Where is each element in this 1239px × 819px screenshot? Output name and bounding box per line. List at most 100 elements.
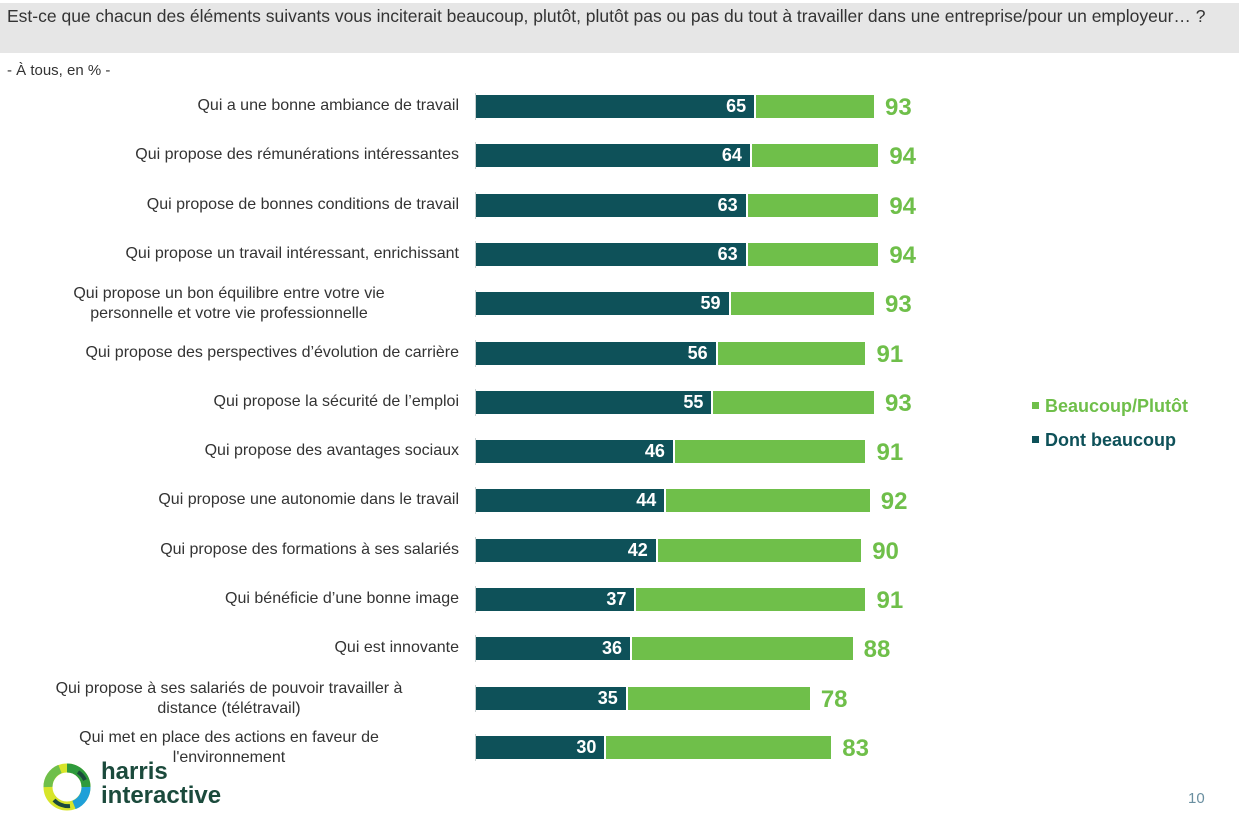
axis-line <box>475 389 476 416</box>
data-label-beaucoup-plutot: 83 <box>842 735 869 762</box>
bar-beaucoup-plutot <box>636 588 866 611</box>
data-label-dont-beaucoup: 63 <box>717 244 738 264</box>
category-label-line: Qui propose un travail intéressant, enri… <box>125 245 459 262</box>
bar-dont-beaucoup <box>476 292 729 315</box>
bar-beaucoup-plutot <box>717 342 866 365</box>
category-label-line: Qui propose des perspectives d’évolution… <box>85 344 459 361</box>
data-label-beaucoup-plutot: 78 <box>820 686 848 713</box>
bar-beaucoup-plutot <box>756 95 875 118</box>
data-label-dont-beaucoup: 63 <box>717 195 738 215</box>
data-label-dont-beaucoup: 59 <box>700 293 721 313</box>
category-label: Qui propose de bonnes conditions de trav… <box>0 195 459 215</box>
axis-line <box>475 142 476 169</box>
logo-line-1: harris <box>101 758 168 785</box>
bar-beaucoup-plutot <box>627 687 810 710</box>
category-label-line: Qui propose de bonnes conditions de trav… <box>146 196 459 213</box>
axis-line <box>475 635 476 662</box>
data-label-beaucoup-plutot: 93 <box>885 94 912 121</box>
category-label: Qui propose des formations à ses salarié… <box>0 540 459 560</box>
bar-dont-beaucoup <box>476 489 665 512</box>
legend-item-beaucoup-plutot: Beaucoup/Plutôt <box>1032 396 1188 417</box>
bar-dont-beaucoup <box>476 194 746 217</box>
axis-line <box>475 487 476 514</box>
bar-dont-beaucoup <box>476 687 626 710</box>
category-label-line: Qui a une bonne ambiance de travail <box>197 97 459 114</box>
bar-beaucoup-plutot <box>606 736 832 759</box>
data-label-beaucoup-plutot: 94 <box>889 193 917 220</box>
data-label-beaucoup-plutot: 93 <box>885 291 912 318</box>
legend-label: Beaucoup/Plutôt <box>1045 396 1188 416</box>
data-label-dont-beaucoup: 37 <box>606 589 627 609</box>
axis-line <box>475 241 476 268</box>
data-label-dont-beaucoup: 56 <box>687 343 708 363</box>
page-number: 10 <box>1188 790 1205 807</box>
data-label-dont-beaucoup: 65 <box>726 96 747 116</box>
axis-line <box>475 93 476 120</box>
axis-line <box>475 685 476 712</box>
data-label-dont-beaucoup: 42 <box>627 540 648 560</box>
bar-beaucoup-plutot <box>657 539 862 562</box>
data-label-dont-beaucoup: 46 <box>644 441 665 461</box>
axis-line <box>475 290 476 317</box>
bar-dont-beaucoup <box>476 588 635 611</box>
category-label: Qui propose un bon équilibre entre votre… <box>0 284 459 324</box>
data-label-dont-beaucoup: 44 <box>636 490 657 510</box>
bar-dont-beaucoup <box>476 391 712 414</box>
legend-swatch-dark <box>1032 435 1039 443</box>
category-label-line: Qui met en place des actions en faveur d… <box>79 729 379 746</box>
bar-dont-beaucoup <box>476 342 716 365</box>
bar-beaucoup-plutot <box>730 292 875 315</box>
axis-line <box>475 438 476 465</box>
data-label-dont-beaucoup: 30 <box>576 737 597 757</box>
axis-line <box>475 586 476 613</box>
category-label-line: Qui propose des formations à ses salarié… <box>160 541 459 558</box>
category-label: Qui est innovante <box>0 638 459 658</box>
bar-beaucoup-plutot <box>666 489 870 512</box>
question-header: Est-ce que chacun des éléments suivants … <box>0 3 1239 53</box>
category-label: Qui propose la sécurité de l’emploi <box>0 392 459 412</box>
axis-line <box>475 340 476 367</box>
data-label-dont-beaucoup: 55 <box>683 392 704 412</box>
data-label-dont-beaucoup: 35 <box>597 688 618 708</box>
legend-item-dont-beaucoup: Dont beaucoup <box>1032 430 1176 451</box>
bar-beaucoup-plutot <box>747 194 879 217</box>
data-label-beaucoup-plutot: 90 <box>872 538 899 565</box>
data-label-beaucoup-plutot: 91 <box>876 341 904 368</box>
category-label-line: Qui propose des avantages sociaux <box>204 442 459 459</box>
data-label-beaucoup-plutot: 92 <box>880 488 908 515</box>
category-label: Qui propose des perspectives d’évolution… <box>0 343 459 363</box>
category-label: Qui a une bonne ambiance de travail <box>0 96 459 116</box>
category-label-line: Qui bénéficie d’une bonne image <box>225 590 459 607</box>
data-label-beaucoup-plutot: 88 <box>863 636 891 663</box>
bar-dont-beaucoup <box>476 637 631 660</box>
bar-dont-beaucoup <box>476 144 750 167</box>
axis-line <box>475 734 476 761</box>
category-label: Qui propose des avantages sociaux <box>0 441 459 461</box>
data-label-beaucoup-plutot: 91 <box>876 439 904 466</box>
category-label: Qui propose un travail intéressant, enri… <box>0 244 459 264</box>
category-label: Qui bénéficie d’une bonne image <box>0 589 459 609</box>
category-label-line: l'environnement <box>172 749 286 766</box>
category-label: Qui propose des rémunérations intéressan… <box>0 145 459 165</box>
bar-beaucoup-plutot <box>747 243 879 266</box>
category-label-line: Qui propose à ses salariés de pouvoir tr… <box>55 680 403 697</box>
category-label-line: Qui propose la sécurité de l’emploi <box>213 393 459 410</box>
data-label-beaucoup-plutot: 93 <box>885 390 912 417</box>
data-label-beaucoup-plutot: 94 <box>889 143 917 170</box>
bar-dont-beaucoup <box>476 736 605 759</box>
category-label-line: Qui est innovante <box>334 639 459 656</box>
bar-beaucoup-plutot <box>751 144 879 167</box>
axis-line <box>475 537 476 564</box>
subtitle: - À tous, en % - <box>7 62 111 79</box>
category-label: Qui propose une autonomie dans le travai… <box>0 490 459 510</box>
category-label-line: Qui propose un bon équilibre entre votre… <box>73 285 385 302</box>
bar-dont-beaucoup <box>476 95 755 118</box>
data-label-dont-beaucoup: 36 <box>602 638 623 658</box>
data-label-beaucoup-plutot: 91 <box>876 587 904 614</box>
legend-swatch-light <box>1032 401 1039 409</box>
bar-beaucoup-plutot <box>632 637 853 660</box>
logo-line-2: interactive <box>101 782 222 809</box>
bar-dont-beaucoup <box>476 243 746 266</box>
data-label-beaucoup-plutot: 94 <box>889 242 917 269</box>
category-label-line: distance (télétravail) <box>157 700 301 717</box>
